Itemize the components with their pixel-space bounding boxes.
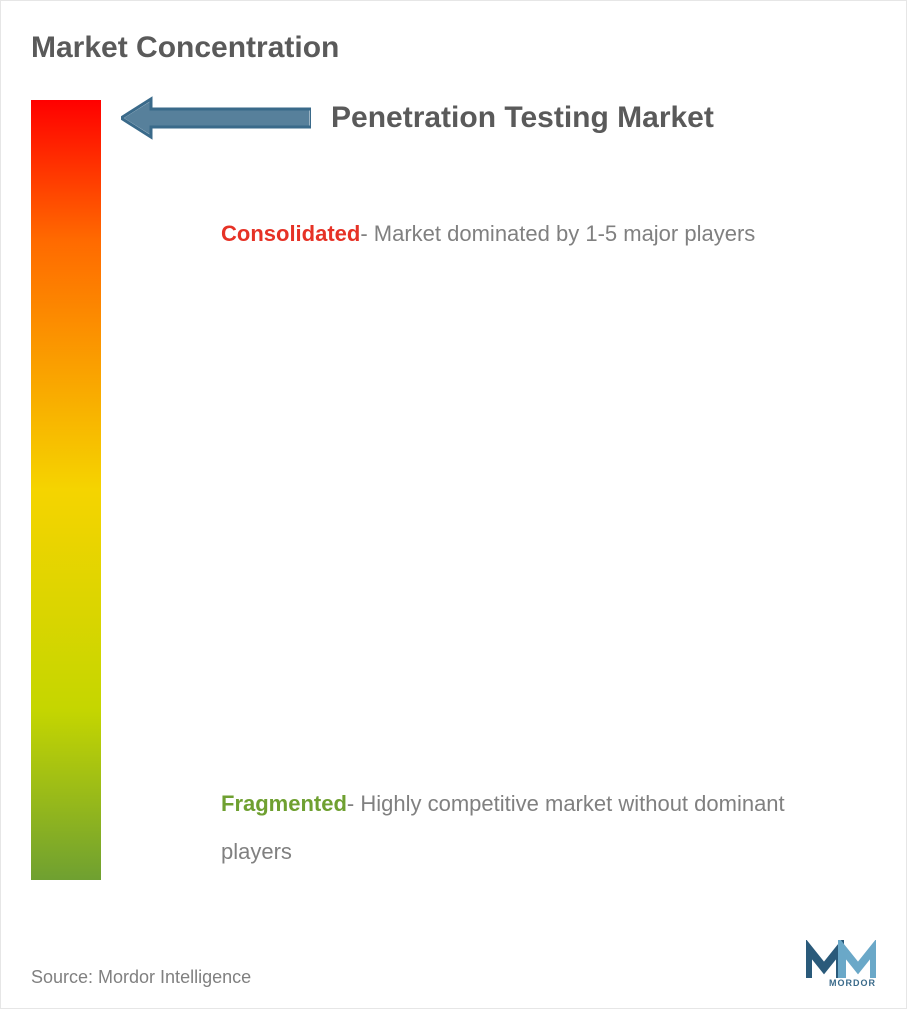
arrow-left-icon [121, 95, 311, 141]
market-title: Penetration Testing Market [331, 101, 714, 135]
consolidated-description: Consolidated- Market dominated by 1-5 ma… [221, 210, 841, 258]
content-row: Penetration Testing Market Consolidated-… [31, 100, 876, 880]
logo-label: MORDOR [829, 978, 876, 988]
fragmented-label: Fragmented [221, 791, 347, 816]
mordor-logo-icon [806, 940, 876, 982]
arrow-row: Penetration Testing Market [121, 95, 876, 141]
consolidated-text: - Market dominated by 1-5 major players [360, 221, 755, 246]
consolidated-label: Consolidated [221, 221, 360, 246]
page-title: Market Concentration [31, 31, 876, 65]
right-content: Penetration Testing Market Consolidated-… [121, 100, 876, 880]
logo-area: MORDOR [806, 940, 876, 988]
fragmented-description: Fragmented- Highly competitive market wi… [221, 780, 841, 877]
source-text: Source: Mordor Intelligence [31, 967, 251, 988]
infographic-container: Market Concentration Penetratio [0, 0, 907, 1009]
footer: Source: Mordor Intelligence MORDOR [31, 940, 876, 988]
gradient-scale-bar [31, 100, 101, 880]
